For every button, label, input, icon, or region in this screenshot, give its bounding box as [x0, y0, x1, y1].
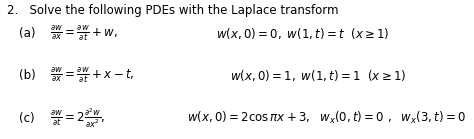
Text: $\frac{\partial w}{\partial x} = \frac{\partial w}{\partial t} + x - t,$: $\frac{\partial w}{\partial x} = \frac{\… — [50, 65, 134, 85]
Text: $\frac{\partial w}{\partial t} = 2\frac{\partial^2 w}{\partial x^2},$: $\frac{\partial w}{\partial t} = 2\frac{… — [50, 106, 105, 130]
Text: $\frac{\partial w}{\partial x} = \frac{\partial w}{\partial t} + w,$: $\frac{\partial w}{\partial x} = \frac{\… — [50, 24, 118, 43]
Text: (b): (b) — [19, 69, 36, 82]
Text: (a): (a) — [19, 27, 36, 40]
Text: $w(x,0) = 0,\ w(1,t) = t\ \ (x \geq 1)$: $w(x,0) = 0,\ w(1,t) = t\ \ (x \geq 1)$ — [216, 26, 389, 41]
Text: $w(x,0) = 1,\ w(1,t) = 1\ \ (x \geq 1)$: $w(x,0) = 1,\ w(1,t) = 1\ \ (x \geq 1)$ — [230, 68, 406, 83]
Text: $w(x,0) = 2\cos\pi x + 3,\ \ w_x(0,t) = 0\ ,\ \ w_x(3,t) = 0$: $w(x,0) = 2\cos\pi x + 3,\ \ w_x(0,t) = … — [187, 110, 466, 126]
Text: (c): (c) — [19, 112, 35, 125]
Text: 2.   Solve the following PDEs with the Laplace transform: 2. Solve the following PDEs with the Lap… — [7, 4, 338, 17]
